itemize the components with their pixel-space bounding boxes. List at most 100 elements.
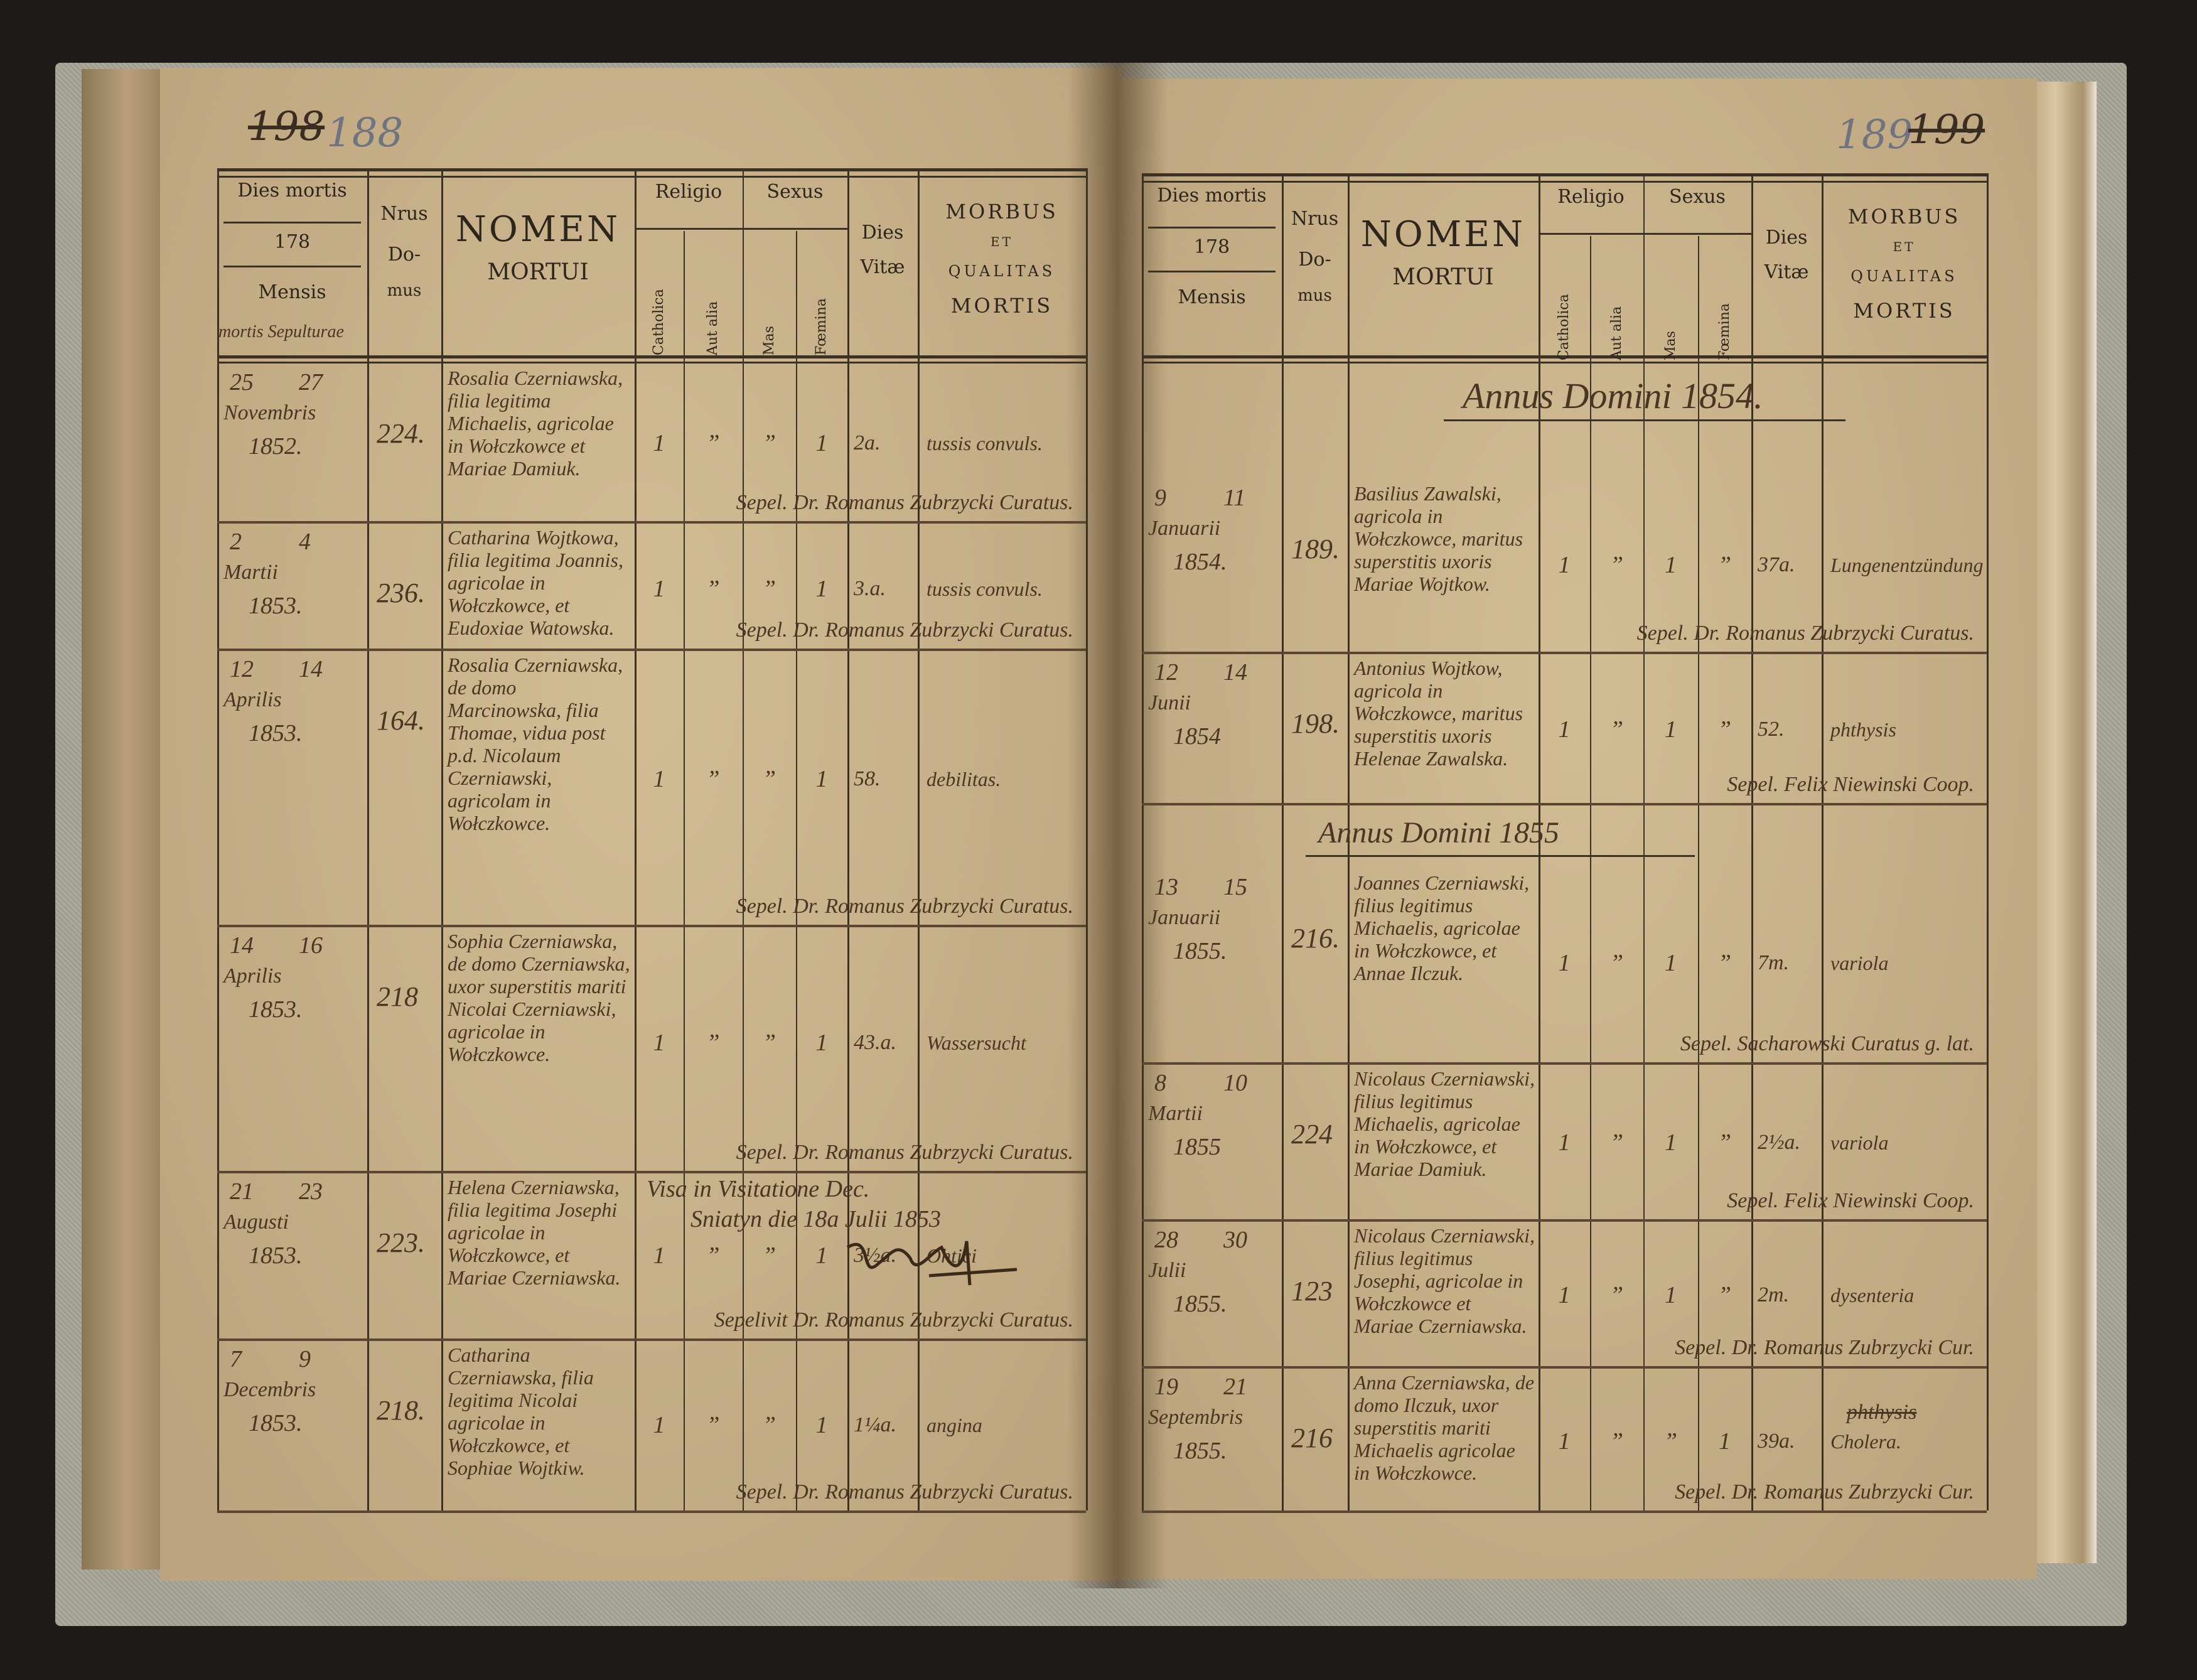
- column-rule: [367, 168, 369, 1510]
- page-edges-right: [2028, 82, 2097, 1563]
- header-nomen: NOMEN: [455, 209, 621, 250]
- mas-mark: 1: [1665, 1282, 1677, 1308]
- year: 1853.: [249, 720, 303, 746]
- catholica-mark: 1: [653, 1412, 665, 1438]
- aut-alia-mark: ”: [706, 766, 720, 792]
- mas-mark: ”: [762, 766, 776, 792]
- row-divider: [1142, 1510, 1987, 1513]
- day-of-death: 28: [1154, 1227, 1178, 1253]
- year: 1853.: [249, 1410, 303, 1436]
- catholica-mark: 1: [1558, 552, 1571, 578]
- cause-of-death-struck: phthysis: [1847, 1401, 1917, 1424]
- header-mas: Mas: [1662, 331, 1679, 360]
- house-number: 164.: [377, 705, 425, 736]
- month: Junii: [1148, 691, 1191, 714]
- year: 1855: [1173, 1134, 1221, 1160]
- cause-of-death: Wassersucht: [927, 1031, 1026, 1054]
- book-gutter: [1067, 63, 1168, 1588]
- house-number: 216: [1291, 1423, 1333, 1453]
- header-year-prefix: 178: [1193, 236, 1230, 258]
- subheader-rule: [635, 228, 847, 230]
- year: 1853.: [249, 1242, 303, 1269]
- year: 1854.: [1173, 549, 1227, 575]
- year: 1855.: [1173, 938, 1227, 964]
- header-bottom-rule: [217, 355, 1086, 358]
- row-divider: [1142, 652, 1987, 654]
- header-nrus: Nrus: [380, 203, 428, 225]
- day-of-death: 21: [230, 1178, 254, 1205]
- table-top-rule: [1142, 181, 1987, 183]
- header-bottom-rule: [1142, 362, 1987, 363]
- page-number-right-struck: 199: [1908, 107, 1985, 153]
- mas-mark: 1: [1665, 1129, 1677, 1156]
- year: 1855.: [1173, 1438, 1227, 1464]
- column-rule: [1822, 173, 1824, 1510]
- column-rule: [1282, 173, 1284, 1510]
- month: Januarii: [1148, 906, 1221, 929]
- catholica-mark: 1: [653, 766, 665, 792]
- day-of-burial: 9: [299, 1346, 311, 1372]
- burial-officiant-note: Sepel. Dr. Romanus Zubrzycki Curatus.: [736, 618, 1073, 642]
- year: 1855.: [1173, 1291, 1227, 1317]
- house-number: 123: [1291, 1276, 1333, 1306]
- month: Martii: [1148, 1102, 1203, 1125]
- house-number: 224.: [377, 418, 425, 449]
- header-mortis: MORTIS: [1853, 299, 1955, 323]
- column-rule: [1539, 173, 1540, 1510]
- day-of-death: 25: [230, 369, 254, 396]
- row-divider: [217, 1338, 1086, 1341]
- mas-mark: ”: [762, 1412, 776, 1438]
- deceased-name-entry: Antonius Wojtkow, agricola in Wołczkowce…: [1354, 657, 1523, 770]
- header-et: ET: [991, 234, 1013, 249]
- day-of-death: 12: [1154, 659, 1178, 686]
- day-of-burial: 11: [1223, 485, 1246, 511]
- header-foemina: Fœmina: [814, 298, 829, 355]
- year: 1853.: [249, 593, 303, 619]
- aut-alia-mark: ”: [706, 1030, 720, 1056]
- table-top-rule: [217, 176, 1086, 178]
- header-vitae: Vitæ: [860, 256, 905, 278]
- aut-alia-mark: ”: [706, 576, 720, 602]
- foemina-mark: ”: [1717, 1282, 1732, 1308]
- row-divider: [217, 1171, 1086, 1173]
- burial-officiant-note: Sepel. Dr. Romanus Zubrzycki Curatus.: [1636, 622, 1974, 645]
- house-number: 223.: [377, 1227, 425, 1258]
- mas-mark: ”: [762, 1030, 776, 1056]
- column-rule: [1643, 173, 1645, 1510]
- page-number-left-pencil: 188: [326, 110, 404, 156]
- column-rule: [796, 231, 797, 1510]
- foemina-mark: 1: [815, 1412, 828, 1438]
- date-header-rule: [1148, 271, 1276, 272]
- foemina-mark: ”: [1717, 716, 1732, 743]
- age-at-death: 7m.: [1758, 951, 1790, 974]
- day-of-death: 12: [230, 656, 254, 682]
- header-nomen: NOMEN: [1360, 214, 1526, 255]
- row-divider: [1142, 803, 1987, 805]
- cause-of-death: Lungenentzündung: [1830, 554, 1984, 576]
- row-divider: [217, 521, 1086, 524]
- header-bottom-rule: [1142, 355, 1987, 358]
- column-rule: [1751, 173, 1753, 1510]
- header-morbus: MORBUS: [945, 200, 1058, 223]
- column-rule: [918, 168, 920, 1510]
- row-divider: [217, 649, 1086, 651]
- day-of-burial: 30: [1223, 1227, 1247, 1253]
- age-at-death: 58.: [854, 767, 881, 790]
- header-sexus: Sexus: [766, 181, 824, 203]
- header-nrus: Nrus: [1291, 208, 1339, 230]
- month: Januarii: [1148, 517, 1221, 540]
- year: 1853.: [249, 996, 303, 1023]
- header-mensis: Mensis: [258, 281, 326, 303]
- header-mus: mus: [387, 281, 422, 300]
- foemina-mark: ”: [1717, 1129, 1732, 1156]
- catholica-mark: 1: [1558, 1129, 1571, 1156]
- day-of-burial: 14: [299, 656, 323, 682]
- deceased-name-entry: Joannes Czerniawski, filius legitimus Mi…: [1354, 871, 1530, 984]
- catholica-mark: 1: [1558, 1428, 1571, 1455]
- cause-of-death: phthysis: [1830, 718, 1896, 741]
- cause-of-death: variola: [1830, 952, 1889, 974]
- catholica-mark: 1: [653, 576, 665, 602]
- house-number: 189.: [1291, 534, 1340, 564]
- cause-of-death: angina: [927, 1414, 982, 1436]
